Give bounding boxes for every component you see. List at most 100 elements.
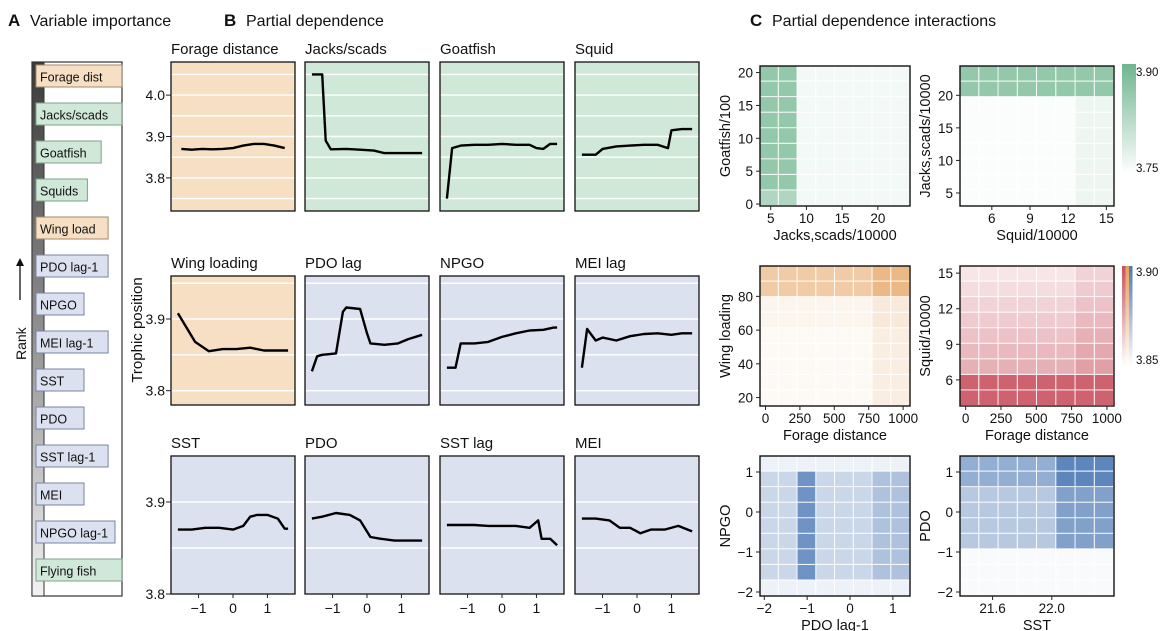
- heatmap-cell: [760, 456, 778, 471]
- heatmap-cell: [835, 128, 853, 143]
- heatmap-cell: [1075, 456, 1094, 471]
- heatmap-cell: [979, 159, 998, 174]
- heatmap-cell: [797, 128, 816, 143]
- heatmap-cell: [1056, 343, 1075, 359]
- heatmap-cell: [1017, 81, 1037, 97]
- heatmap-ylabel: PDO: [918, 510, 934, 541]
- heatmap-cell: [891, 564, 910, 580]
- heatmap-cell: [1056, 580, 1075, 595]
- heatmap-cell: [1056, 518, 1075, 533]
- heatmap-cell: [1037, 502, 1056, 518]
- heatmap-cell: [853, 174, 872, 190]
- pd-plot-frame: [439, 275, 565, 406]
- heatmap-ytick-label: 5: [745, 164, 753, 179]
- pd-plot-background: [171, 456, 295, 594]
- heatmap-cell: [853, 390, 872, 405]
- importance-item-label: Squids: [40, 185, 78, 199]
- heatmap-cell: [835, 533, 853, 549]
- heatmap-cell: [1075, 128, 1094, 143]
- heatmap-cell: [835, 174, 853, 190]
- pd-plot-background: [305, 276, 429, 405]
- heatmap-cell: [979, 580, 998, 595]
- heatmap-ytick-label: 0: [745, 197, 753, 212]
- heatmap-cell: [835, 518, 853, 533]
- heatmap-cell: [853, 359, 872, 374]
- heatmap-cell: [998, 343, 1017, 359]
- heatmap-cell: [872, 97, 891, 112]
- heatmap-cell: [1094, 374, 1114, 390]
- heatmap-cell: [760, 112, 778, 128]
- pd-line: [445, 142, 558, 199]
- heatmap-cell: [1075, 81, 1094, 97]
- heatmap-cell: [998, 580, 1017, 595]
- heatmap-cell: [891, 143, 910, 159]
- pd-plot: NPGO: [439, 255, 565, 406]
- heatmap-cell: [853, 456, 872, 471]
- heatmap-cell: [1094, 533, 1114, 549]
- heatmap-cell: [1075, 266, 1094, 281]
- heatmap-cell: [778, 297, 797, 312]
- heatmap-cell: [998, 487, 1017, 502]
- heatmap-cell: [797, 343, 816, 359]
- importance-item: Squids: [35, 178, 88, 202]
- heatmap-xtick-label: 15: [1099, 211, 1114, 226]
- heatmap-cell: [1056, 359, 1075, 374]
- pd-ytick-label: 3.9: [146, 494, 166, 510]
- heatmap-cell: [960, 580, 979, 595]
- heatmap-cell: [891, 297, 910, 312]
- heatmap-cell: [960, 456, 979, 471]
- heatmap-cell: [760, 312, 778, 328]
- heatmap-cell: [853, 564, 872, 580]
- heatmap-cell: [998, 81, 1017, 97]
- heatmap-ytick-label: −2: [938, 585, 953, 600]
- heatmap-cell: [998, 143, 1017, 159]
- heatmap-cell: [760, 81, 778, 97]
- heatmap-cell: [891, 190, 910, 205]
- heatmap-cell: [1037, 518, 1056, 533]
- heatmap-cell: [797, 374, 816, 390]
- importance-item-label: NPGO: [40, 299, 77, 313]
- heatmap-cell: [872, 159, 891, 174]
- importance-item-box: [35, 178, 88, 202]
- heatmap-plot: 0 250 500 750 1000 20 40 60 80 Forage distance Win…: [718, 265, 918, 444]
- pd-plot-frame: [574, 61, 700, 212]
- heatmap-cell: [891, 159, 910, 174]
- heatmap-cell: [1075, 328, 1094, 343]
- heatmap-cell: [872, 487, 891, 502]
- heatmap-cell: [816, 390, 835, 405]
- pd-plot-background: [440, 276, 564, 405]
- heatmap-cell: [816, 487, 835, 502]
- importance-item: SST: [35, 368, 85, 392]
- heatmap-cell: [872, 143, 891, 159]
- importance-item-label: Jacks/scads: [40, 109, 108, 123]
- heatmap-cell: [760, 128, 778, 143]
- heatmap-xtick-label: 0: [762, 411, 770, 426]
- heatmap-frame: [759, 455, 911, 597]
- heatmap-cell: [1037, 390, 1056, 405]
- heatmap-cell: [891, 128, 910, 143]
- pd-xtick-label: −1: [460, 600, 476, 616]
- heatmap-cell: [1075, 312, 1094, 328]
- heatmap-cell: [797, 312, 816, 328]
- heatmap-cell: [979, 549, 998, 564]
- heatmap-cell: [960, 81, 979, 97]
- heatmap-cell: [760, 359, 778, 374]
- heatmap-cell: [1094, 159, 1114, 174]
- heatmap-xtick-label: 20: [870, 211, 885, 226]
- heatmap-cell: [1094, 328, 1114, 343]
- colorbar-gradient: [1122, 64, 1136, 174]
- heatmap-xlabel: Squid/10000: [996, 228, 1077, 244]
- pd-plot-background: [305, 456, 429, 594]
- heatmap-cell: [853, 159, 872, 174]
- heatmap-cell: [1075, 297, 1094, 312]
- heatmap-cell: [1094, 174, 1114, 190]
- heatmap-cell: [872, 312, 891, 328]
- heatmap-cell: [853, 487, 872, 502]
- heatmap-cell: [1056, 159, 1075, 174]
- heatmap-ytick-label: 0: [945, 505, 953, 520]
- heatmap-cell: [778, 456, 797, 471]
- heatmap-cell: [835, 159, 853, 174]
- pd-plot: SST −1 0 1: [170, 435, 296, 616]
- heatmap-cell: [1075, 533, 1094, 549]
